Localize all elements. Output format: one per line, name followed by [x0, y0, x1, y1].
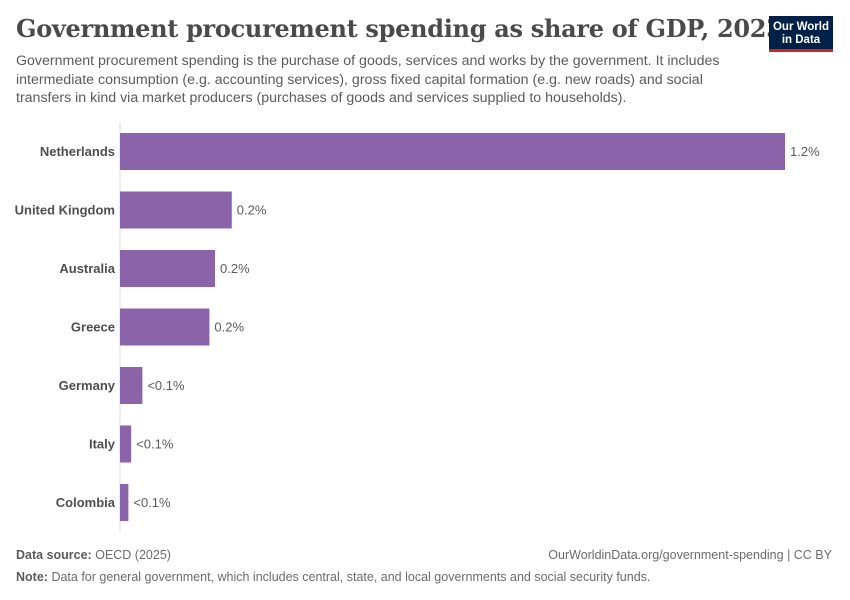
bar-australia[interactable] [120, 250, 215, 287]
chart-note: Note: Data for general government, which… [16, 570, 650, 584]
category-label-colombia: Colombia [56, 495, 116, 510]
logo-line-2: in Data [781, 33, 821, 46]
value-label-greece: 0.2% [214, 320, 244, 335]
value-label-netherlands: 1.2% [790, 144, 820, 159]
category-label-greece: Greece [71, 320, 115, 335]
owid-logo[interactable]: Our World in Data [769, 16, 833, 52]
value-label-colombia: <0.1% [133, 495, 171, 510]
category-label-united-kingdom: United Kingdom [15, 203, 115, 218]
note-text: Data for general government, which inclu… [51, 570, 651, 584]
category-label-australia: Australia [59, 261, 115, 276]
bar-italy[interactable] [120, 425, 132, 463]
logo-line-1: Our World [772, 21, 829, 33]
chart-title: Government procurement spending as share… [16, 14, 783, 43]
value-label-italy: <0.1% [136, 437, 174, 452]
category-label-netherlands: Netherlands [40, 144, 115, 159]
bar-germany[interactable] [120, 367, 143, 404]
data-source-text: OECD (2025) [95, 548, 171, 562]
bars-group: Netherlands 1.2% United Kingdom 0.2% Austral… [15, 133, 820, 521]
chart-subtitle: Government procurement spending is the p… [16, 53, 720, 106]
category-label-italy: Italy [89, 437, 116, 452]
bar-netherlands[interactable] [120, 133, 785, 170]
value-label-germany: <0.1% [147, 378, 185, 393]
bar-united-kingdom[interactable] [120, 191, 232, 229]
data-source: Data source: OECD (2025) [16, 548, 171, 562]
value-label-australia: 0.2% [220, 261, 250, 276]
data-source-label: Data source: [16, 548, 92, 562]
category-label-germany: Germany [59, 378, 116, 393]
value-label-united-kingdom: 0.2% [237, 203, 267, 218]
bar-colombia[interactable] [120, 484, 129, 521]
note-label: Note: [16, 570, 48, 584]
bar-greece[interactable] [120, 308, 210, 346]
source-link[interactable]: OurWorldinData.org/government-spending |… [548, 548, 832, 562]
